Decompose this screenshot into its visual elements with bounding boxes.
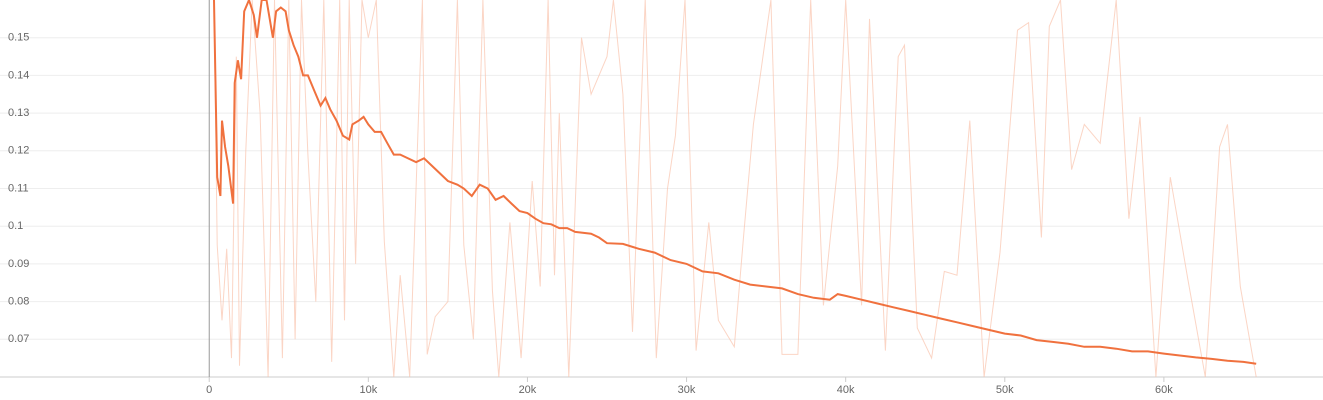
x-tick-label: 60k <box>1155 384 1173 396</box>
raw-line <box>213 0 1257 377</box>
y-tick-label: 0.09 <box>8 258 29 270</box>
labels: 0.07 0.08 0.09 0.1 0.11 0.12 0.13 0.14 0.15 0 10k 2… <box>8 32 1173 396</box>
x-tick-label: 20k <box>519 384 537 396</box>
y-tick-label: 0.11 <box>8 182 29 194</box>
x-tick-label: 40k <box>837 384 855 396</box>
y-tick-label: 0.07 <box>8 333 29 345</box>
y-tick-label: 0.13 <box>8 107 29 119</box>
y-tick-label: 0.14 <box>8 69 29 81</box>
x-tick-label: 50k <box>996 384 1014 396</box>
y-tick-label: 0.08 <box>8 296 29 308</box>
x-tick-label: 0 <box>206 384 212 396</box>
smoothed-line <box>213 0 1257 365</box>
y-tick-label: 0.1 <box>8 220 23 232</box>
grid <box>0 0 1323 382</box>
x-tick-label: 10k <box>359 384 377 396</box>
y-tick-label: 0.15 <box>8 32 29 44</box>
y-tick-label: 0.12 <box>8 145 29 157</box>
x-tick-label: 30k <box>678 384 696 396</box>
plot-area <box>213 0 1257 377</box>
